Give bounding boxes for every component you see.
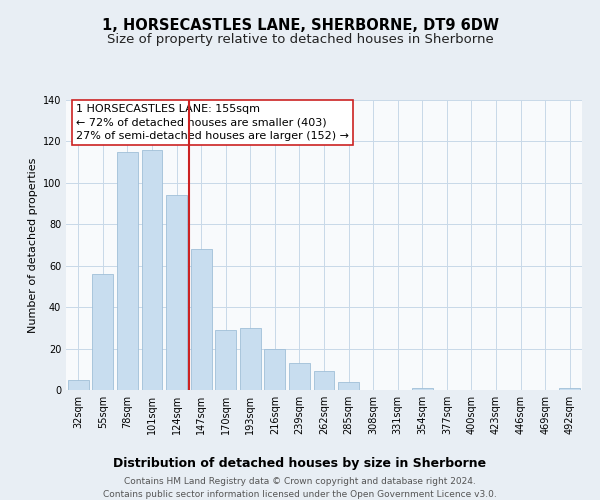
Text: Contains HM Land Registry data © Crown copyright and database right 2024.: Contains HM Land Registry data © Crown c… [124,478,476,486]
Bar [142,150,163,390]
Text: Size of property relative to detached houses in Sherborne: Size of property relative to detached ho… [107,32,493,46]
Bar [314,372,334,390]
Text: Contains public sector information licensed under the Open Government Licence v3: Contains public sector information licen… [103,490,497,499]
Text: 1, HORSECASTLES LANE, SHERBORNE, DT9 6DW: 1, HORSECASTLES LANE, SHERBORNE, DT9 6DW [101,18,499,32]
Bar [265,348,286,390]
Bar [289,363,310,390]
Bar [559,388,580,390]
Bar [92,274,113,390]
Bar [338,382,359,390]
Bar [166,196,187,390]
Bar [215,330,236,390]
Bar [117,152,138,390]
Bar [240,328,261,390]
Bar [412,388,433,390]
Bar [191,249,212,390]
Text: Distribution of detached houses by size in Sherborne: Distribution of detached houses by size … [113,458,487,470]
Text: 1 HORSECASTLES LANE: 155sqm
← 72% of detached houses are smaller (403)
27% of se: 1 HORSECASTLES LANE: 155sqm ← 72% of det… [76,104,349,141]
Y-axis label: Number of detached properties: Number of detached properties [28,158,38,332]
Bar [68,380,89,390]
